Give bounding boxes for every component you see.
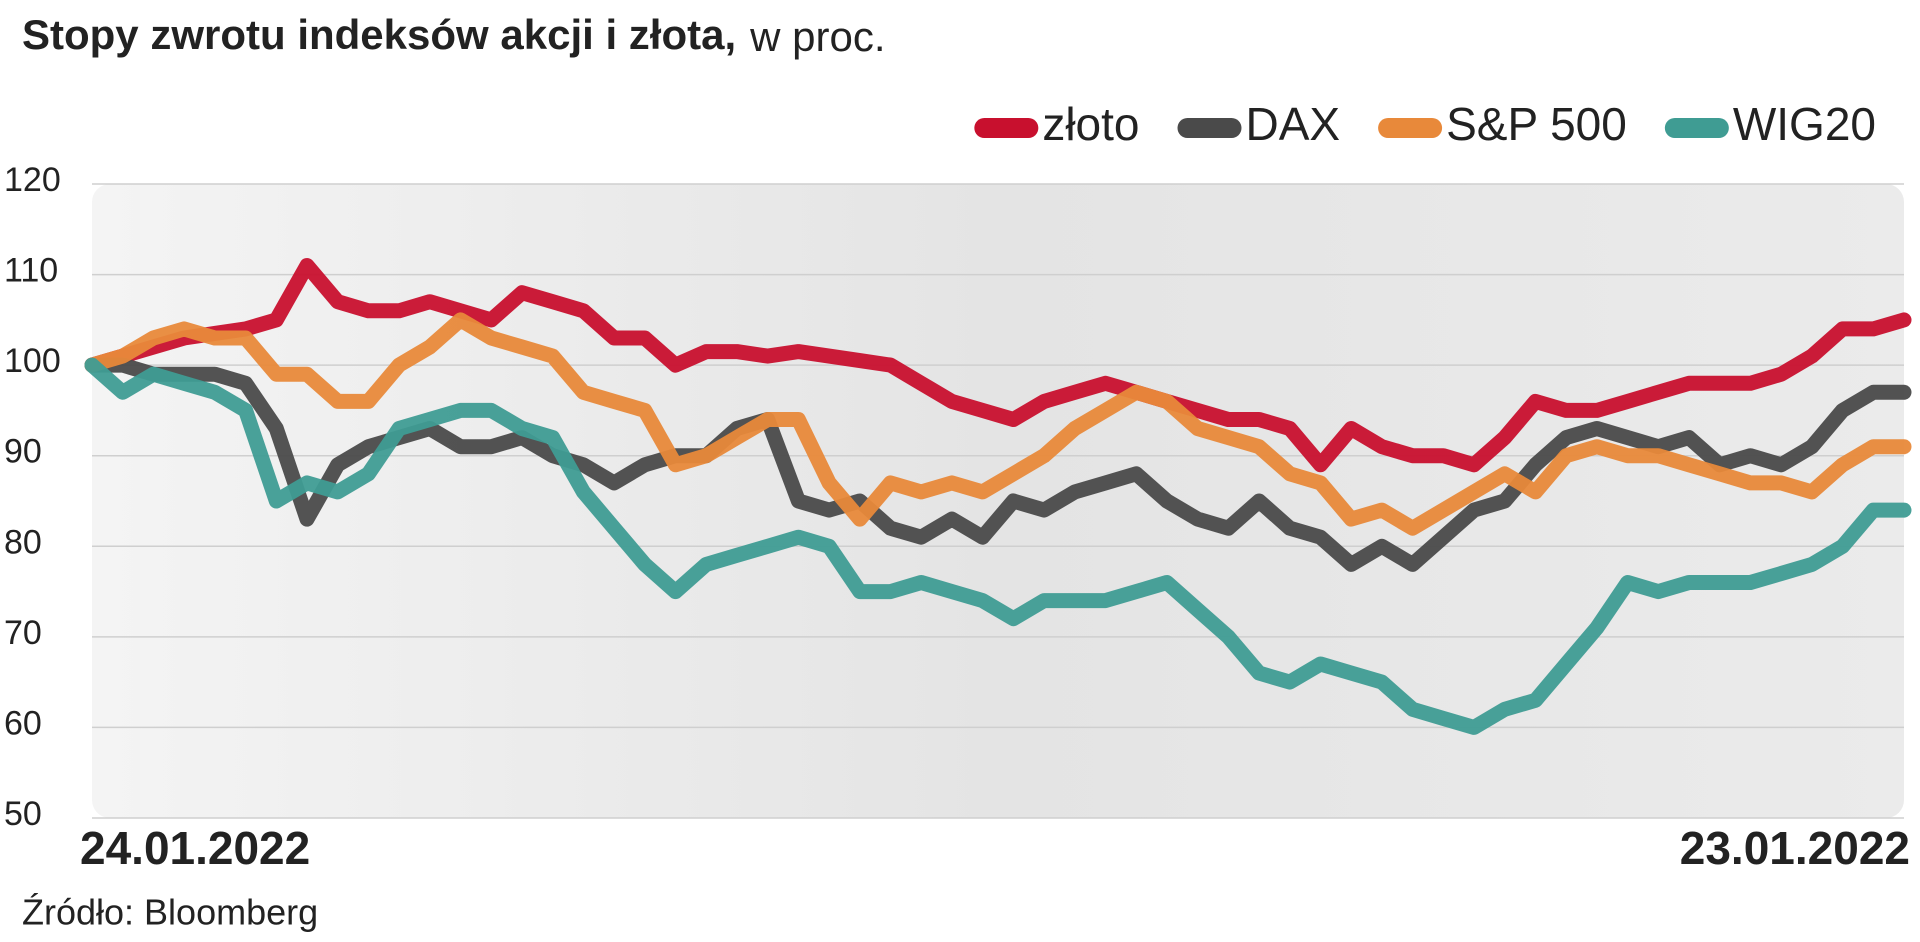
- source: Źródło: Bloomberg: [22, 892, 318, 933]
- y-tick-label: 100: [4, 342, 61, 380]
- data-line: [84, 357, 1912, 735]
- y-tick-label: 110: [4, 252, 58, 290]
- plot-background: [92, 184, 1904, 818]
- legend-label: DAX: [1246, 98, 1341, 150]
- y-tick-label: 70: [4, 614, 42, 652]
- chart-title: Stopy zwrotu indeksów akcji i złota,: [22, 11, 736, 58]
- data-line: [84, 312, 1912, 536]
- chart-subtitle: w proc.: [749, 13, 885, 60]
- x-tick-label: 23.01.2022: [1680, 822, 1910, 874]
- legend-label: S&P 500: [1446, 98, 1627, 150]
- y-tick-label: 50: [4, 795, 42, 833]
- data-line: [84, 258, 1912, 473]
- x-tick-label: 24.01.2022: [80, 822, 310, 874]
- legend-label: złoto: [1042, 98, 1139, 150]
- y-tick-label: 80: [4, 523, 42, 561]
- legend-label: WIG20: [1733, 98, 1876, 150]
- y-tick-label: 60: [4, 704, 42, 742]
- y-tick-label: 90: [4, 433, 42, 471]
- y-tick-label: 120: [4, 161, 61, 199]
